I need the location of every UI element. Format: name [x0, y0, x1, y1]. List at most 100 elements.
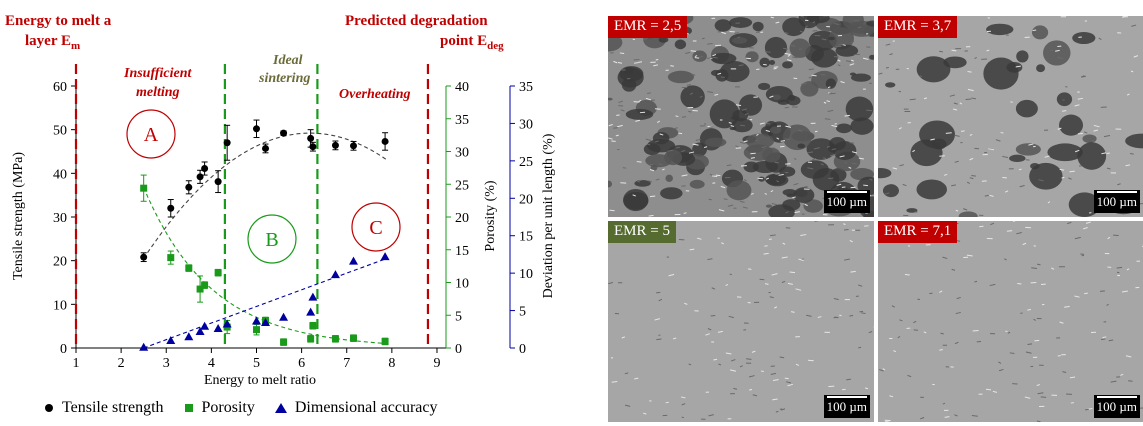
energy-melt-label-2-text: layer E — [25, 33, 71, 49]
scale-bar: 100 µm — [823, 190, 870, 213]
x-tick-label: 1 — [73, 356, 80, 371]
triangle-marker-icon — [274, 403, 287, 413]
y-left-tick-label: 10 — [53, 298, 67, 313]
scale-bar-line — [1096, 191, 1137, 193]
porosity-point — [309, 322, 317, 330]
accuracy-point — [380, 252, 390, 261]
region-c-circle — [351, 202, 401, 252]
accuracy-point — [308, 292, 318, 301]
region-a-label: A — [144, 124, 159, 146]
y-axis-porosity-title: Porosity (%) — [483, 180, 498, 252]
ideal-label-1: Ideal — [272, 53, 303, 68]
energy-melt-label-2: layer Em — [25, 33, 80, 52]
accuracy-point — [184, 332, 194, 341]
x-tick-label: 5 — [253, 356, 260, 371]
x-axis-title: Energy to melt ratio — [204, 373, 316, 388]
porosity-point — [307, 335, 315, 343]
x-tick-label: 9 — [433, 356, 440, 371]
x-tick-label: 8 — [388, 356, 395, 371]
y-left-tick-label: 60 — [53, 80, 67, 95]
porosity-point — [214, 269, 222, 277]
legend-item-dimensional: Dimensional accuracy — [274, 399, 438, 417]
micrograph-image — [608, 221, 874, 422]
y-left-tick-label: 20 — [53, 255, 67, 270]
y-deviation-tick-label: 30 — [519, 117, 533, 132]
micrograph-image — [608, 16, 874, 217]
accuracy-point — [251, 316, 261, 325]
tensile-point — [262, 144, 270, 152]
y-left-tick-label: 30 — [53, 211, 67, 226]
legend-label-porosity: Porosity — [201, 399, 255, 416]
tensile-point — [223, 139, 231, 147]
trend-line — [143, 132, 388, 259]
y-porosity-tick-label: 10 — [455, 277, 469, 292]
porosity-point — [140, 184, 148, 192]
scale-bar-label: 100 µm — [1096, 399, 1137, 414]
scale-bar-line — [1096, 396, 1137, 398]
x-tick-label: 3 — [163, 356, 170, 371]
y-porosity-tick-label: 5 — [455, 309, 462, 324]
accuracy-point — [306, 307, 316, 316]
porosity-point — [350, 334, 357, 342]
y-axis-left-title: Tensile strength (MPa) — [11, 152, 26, 280]
micrograph-emr-5: EMR = 5 100 µm — [608, 221, 874, 422]
x-tick-label: 2 — [118, 356, 125, 371]
porosity-point — [252, 326, 260, 334]
tensile-point — [350, 142, 357, 150]
y-left-tick-label: 0 — [60, 342, 67, 357]
y-axis-deviation-title: Deviation per unit length (%) — [541, 133, 556, 298]
degradation-label-2: point Edeg — [440, 33, 504, 52]
tensile-point — [201, 165, 209, 173]
porosity-point — [280, 338, 288, 346]
y-porosity-tick-label: 20 — [455, 211, 469, 226]
tensile-point — [280, 129, 288, 137]
accuracy-point — [349, 256, 358, 265]
legend-label-dimensional: Dimensional accuracy — [294, 399, 438, 416]
scale-bar: 100 µm — [823, 395, 870, 418]
micrograph-label: EMR = 2,5 — [608, 16, 688, 38]
porosity-point — [196, 285, 204, 293]
y-porosity-tick-label: 0 — [455, 342, 462, 357]
y-left-tick-label: 50 — [53, 124, 67, 139]
porosity-point — [167, 254, 175, 262]
micrograph-label: EMR = 5 — [608, 221, 676, 243]
insufficient-label-2: melting — [136, 85, 180, 100]
tensile-point — [196, 173, 204, 181]
insufficient-label-1: Insufficient — [123, 66, 193, 81]
y-deviation-tick-label: 0 — [519, 342, 526, 357]
scale-bar-line — [826, 396, 867, 398]
y-deviation-tick-label: 35 — [519, 80, 533, 95]
micrograph-image — [878, 16, 1143, 217]
scale-bar: 100 µm — [1093, 395, 1140, 418]
accuracy-point — [279, 312, 289, 321]
micrograph-image — [878, 221, 1143, 422]
accuracy-point — [195, 327, 205, 336]
tensile-point — [140, 253, 148, 261]
y-deviation-tick-label: 15 — [519, 230, 533, 245]
energy-melt-subscript: m — [71, 40, 80, 52]
accuracy-point — [213, 324, 223, 333]
porosity-point — [201, 281, 209, 289]
chart: 1 2 3 4 5 6 7 8 90102030405060051015202530354005… — [5, 13, 556, 388]
porosity-point — [381, 337, 389, 345]
trend-line — [143, 257, 388, 349]
porosity-point — [331, 335, 339, 343]
y-deviation-tick-label: 25 — [519, 155, 533, 170]
legend-label-tensile: Tensile strength — [62, 399, 164, 416]
overheating-label: Overheating — [339, 87, 411, 102]
degradation-label-1: Predicted degradation — [345, 13, 488, 29]
x-tick-label: 6 — [298, 356, 305, 371]
region-b-label: B — [265, 229, 278, 251]
square-marker-icon — [184, 404, 193, 412]
scale-bar-label: 100 µm — [826, 399, 867, 414]
y-deviation-tick-label: 5 — [519, 305, 526, 320]
legend-item-tensile: Tensile strength — [44, 399, 164, 417]
x-tick-label: 7 — [343, 356, 350, 371]
y-porosity-tick-label: 30 — [455, 146, 469, 161]
micrograph-emr-2-5: EMR = 2,5 100 µm — [608, 16, 874, 217]
scale-bar: 100 µm — [1093, 190, 1140, 213]
circle-marker-icon — [45, 404, 53, 412]
y-deviation-tick-label: 20 — [519, 192, 533, 207]
tensile-point — [185, 183, 193, 191]
y-porosity-tick-label: 35 — [455, 113, 469, 128]
